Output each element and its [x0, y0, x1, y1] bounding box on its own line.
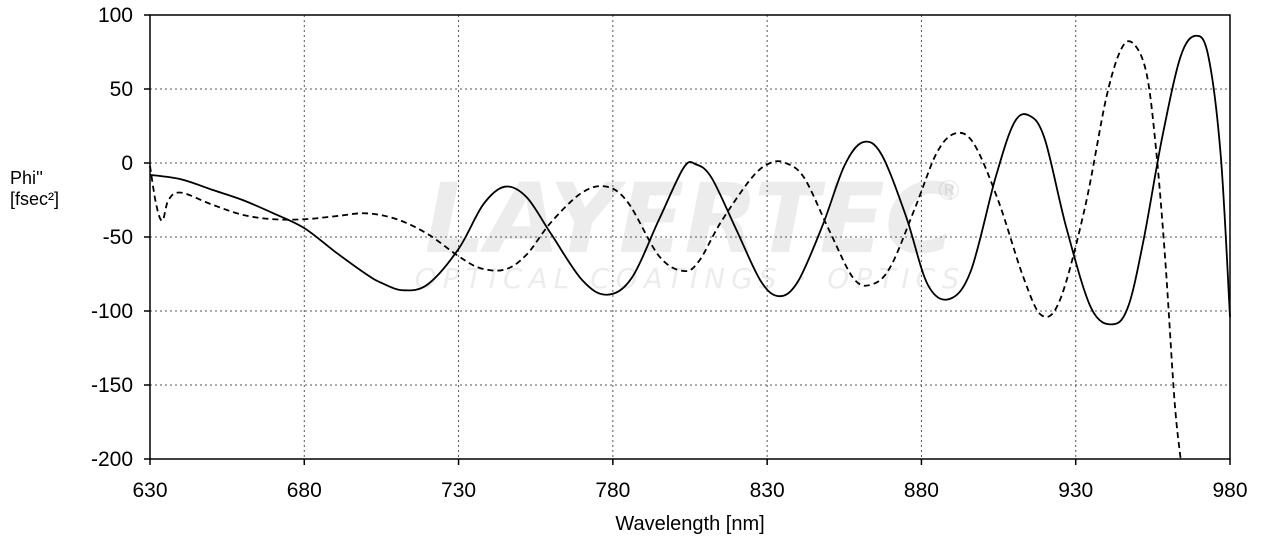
- watermark-tagline: OPTICAL COATINGS · OPTICS: [415, 262, 966, 295]
- y-tick-label: -200: [91, 448, 133, 471]
- series-line-dashed: [149, 40, 1182, 460]
- y-axis-title-line2: [fsec²]: [10, 189, 59, 209]
- x-tick-label: 930: [1058, 479, 1093, 502]
- y-tick-label: -150: [91, 374, 133, 397]
- y-tick-label: 50: [110, 78, 133, 101]
- y-tick-label: -100: [91, 300, 133, 323]
- y-tick-labels: 100 50 0 -50 -100 -150 -200: [91, 4, 150, 471]
- series-line-solid: [149, 34, 1231, 326]
- layertec-watermark: LAYERTEC ® OPTICAL COATINGS · OPTICS: [415, 163, 969, 295]
- y-tick-label: -50: [103, 226, 133, 249]
- series-layer: [149, 34, 1231, 460]
- y-tick-label: 100: [98, 4, 133, 27]
- x-tick-label: 630: [132, 479, 167, 502]
- grid-lines: [150, 15, 1230, 459]
- x-tick-label: 730: [441, 479, 476, 502]
- x-tick-labels: 630 680 730 780 830 880 930 980: [132, 459, 1248, 502]
- y-tick-label: 0: [121, 152, 133, 175]
- x-tick-label: 980: [1212, 479, 1247, 502]
- x-tick-label: 880: [904, 479, 939, 502]
- x-axis-title: Wavelength [nm]: [615, 513, 764, 535]
- x-tick-label: 830: [750, 479, 785, 502]
- watermark-logo-text: LAYERTEC: [425, 163, 956, 275]
- y-axis-title-line1: Phi'': [10, 168, 43, 188]
- watermark-registered-mark: ®: [935, 174, 969, 207]
- x-tick-label: 780: [595, 479, 630, 502]
- x-tick-label: 680: [287, 479, 322, 502]
